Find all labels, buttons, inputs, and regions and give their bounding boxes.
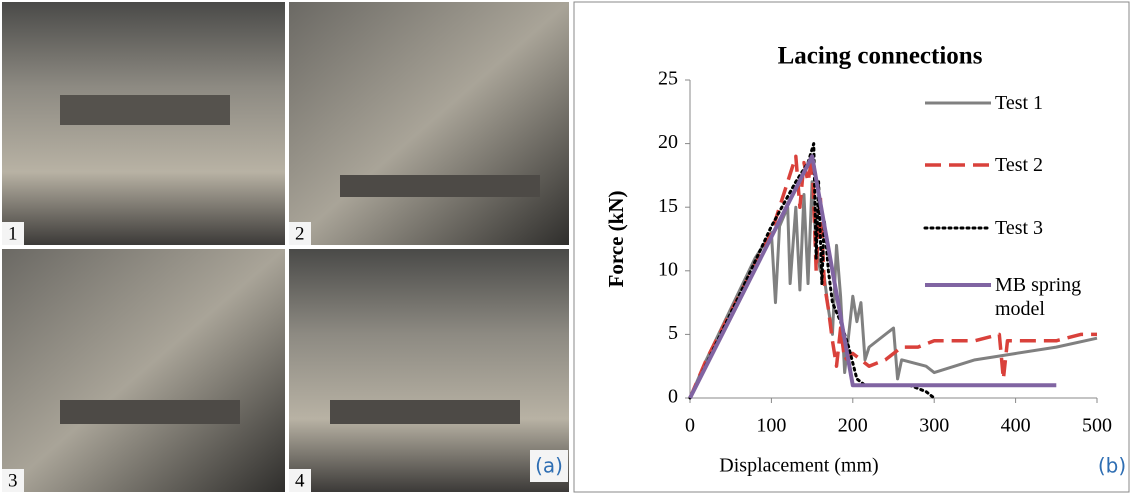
series-line bbox=[688, 154, 1097, 399]
photo-detail bbox=[330, 400, 520, 424]
legend-label: Test 3 bbox=[995, 217, 1044, 239]
label-box bbox=[289, 222, 311, 245]
y-axis-label: Force (kN) bbox=[604, 191, 628, 288]
photo-label: 3 bbox=[8, 470, 18, 491]
series-line bbox=[688, 142, 936, 400]
label-box bbox=[530, 450, 568, 482]
label-box bbox=[289, 469, 311, 492]
chart-title: Lacing connections bbox=[778, 43, 983, 70]
x-tick-label: 500 bbox=[1082, 415, 1112, 437]
x-tick-label: 300 bbox=[919, 415, 949, 437]
photo bbox=[2, 249, 285, 492]
legend-label: Test 2 bbox=[995, 154, 1044, 176]
photo-label: 4 bbox=[295, 470, 305, 491]
panel-label: (b) bbox=[1098, 454, 1126, 478]
photo-label: 2 bbox=[295, 223, 305, 244]
x-tick-label: 400 bbox=[1001, 415, 1031, 437]
label-box bbox=[2, 222, 24, 245]
photo bbox=[289, 2, 569, 245]
photo-detail bbox=[60, 95, 230, 125]
legend-item: MB spring model bbox=[995, 274, 1082, 320]
panel-label: (a) bbox=[535, 454, 563, 478]
y-tick-label: 5 bbox=[668, 322, 678, 344]
y-tick-label: 15 bbox=[658, 195, 678, 217]
legend-item: Test 1 bbox=[995, 92, 1044, 114]
legend-label: MB spring model bbox=[995, 274, 1082, 320]
x-tick-label: 200 bbox=[838, 415, 868, 437]
series-line bbox=[688, 154, 1057, 399]
photo-detail bbox=[340, 175, 540, 197]
y-tick-label: 20 bbox=[658, 131, 678, 153]
label-box bbox=[2, 469, 24, 492]
y-tick-label: 25 bbox=[658, 68, 678, 90]
x-tick-label: 100 bbox=[756, 415, 786, 437]
y-tick-label: 0 bbox=[668, 386, 678, 408]
x-tick-label: 0 bbox=[685, 415, 695, 437]
legend-item: Test 2 bbox=[995, 154, 1044, 176]
chart-frame bbox=[573, 1, 1130, 493]
legend-label: Test 1 bbox=[995, 92, 1044, 114]
photo-label: 1 bbox=[8, 223, 18, 244]
y-tick-label: 10 bbox=[658, 258, 678, 280]
x-axis-label: Displacement (mm) bbox=[719, 455, 878, 477]
legend-item: Test 3 bbox=[995, 217, 1044, 239]
photo bbox=[289, 249, 569, 492]
photo-detail bbox=[60, 400, 240, 424]
photo-panel: 1 2 3 4 (a) bbox=[2, 2, 569, 492]
